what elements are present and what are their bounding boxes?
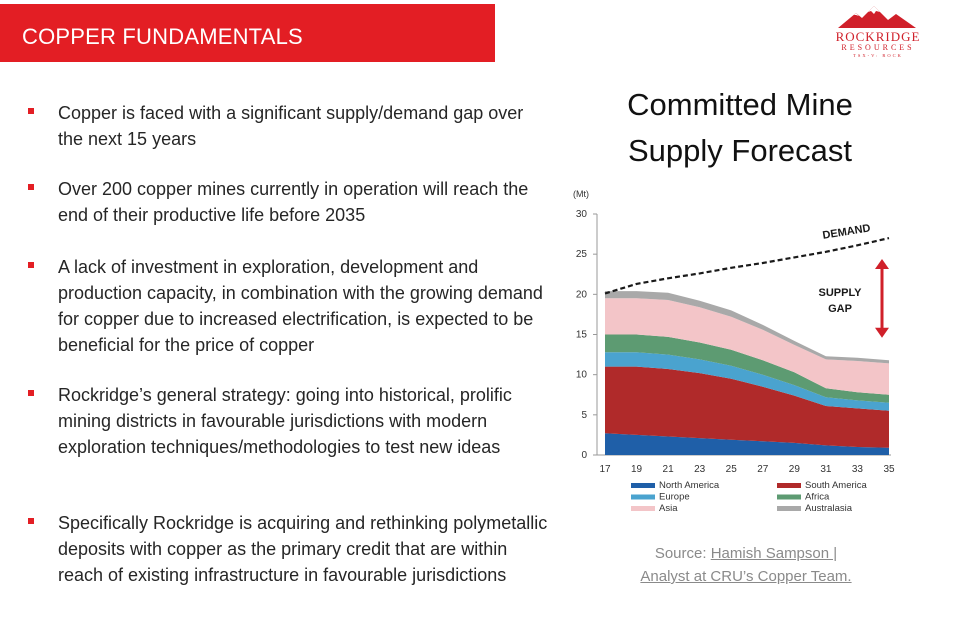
mountain-logo-icon <box>838 6 916 28</box>
bullet-text: Rockridge’s general strategy: going into… <box>58 385 512 457</box>
legend-label: North America <box>659 480 720 491</box>
area-asia <box>605 298 889 395</box>
legend-label: Africa <box>805 492 830 503</box>
legend-swatch <box>631 494 655 500</box>
x-tick-label: 19 <box>631 464 643 475</box>
header-bar: COPPER FUNDAMENTALS <box>0 4 495 62</box>
rockridge-logo: ROCKRIDGE RESOURCES TSX-V: ROCK <box>818 4 938 60</box>
legend-swatch <box>631 506 655 511</box>
legend-label: Asia <box>659 503 678 514</box>
y-tick-label: 25 <box>576 249 588 260</box>
supply-gap-arrow-up-icon <box>875 258 889 269</box>
bullet-text: Specifically Rockridge is acquiring and … <box>58 513 548 585</box>
bullet-square-icon <box>28 108 34 114</box>
legend-swatch <box>631 483 655 488</box>
logo-subtitle: RESOURCES <box>841 43 915 52</box>
x-tick-label: 29 <box>789 464 801 475</box>
area-africa <box>605 334 889 403</box>
demand-line <box>604 237 890 295</box>
source-link-team[interactable]: Analyst at CRU’s Copper Team. <box>640 568 852 585</box>
y-tick-label: 10 <box>576 370 588 381</box>
supply-forecast-chart: (Mt) 0 5 10 15 20 25 30 17 19 21 23 25 27 29 31 33 35 DEMA… <box>573 189 895 514</box>
supply-gap-arrow-down-icon <box>875 327 889 338</box>
legend-swatch <box>777 506 801 511</box>
x-tick-label: 27 <box>757 464 769 475</box>
x-tick-label: 21 <box>663 464 675 475</box>
area-south-america <box>605 366 889 448</box>
supply-gap-label: SUPPLY <box>818 287 862 299</box>
page-title: COPPER FUNDAMENTALS <box>22 24 303 49</box>
bullet-square-icon <box>28 518 34 524</box>
area-europe <box>605 352 889 411</box>
supply-gap-label: GAP <box>828 303 852 315</box>
x-tick-label: 17 <box>599 464 611 475</box>
x-tick-label: 33 <box>852 464 864 475</box>
x-tick-label: 35 <box>883 464 895 475</box>
bullet-text: Copper is faced with a significant suppl… <box>58 103 524 149</box>
legend-label: South America <box>805 480 867 491</box>
legend-label: Europe <box>659 492 690 503</box>
bullet-square-icon <box>28 390 34 396</box>
y-tick-label: 20 <box>576 289 588 300</box>
x-tick-label: 25 <box>726 464 738 475</box>
x-tick-label: 31 <box>820 464 832 475</box>
logo-ticker: TSX-V: ROCK <box>853 53 903 58</box>
y-tick-label: 5 <box>581 410 587 421</box>
y-tick-label: 0 <box>581 450 587 461</box>
legend-swatch <box>777 494 801 500</box>
y-tick-label: 15 <box>576 330 588 341</box>
legend-label: Australasia <box>805 503 853 514</box>
source-note: Source: Hamish Sampson | Analyst at CRU’… <box>596 542 896 588</box>
demand-label: DEMAND <box>822 222 872 241</box>
source-prefix: Source: <box>654 545 711 562</box>
bullet-square-icon <box>28 262 34 268</box>
source-link-author[interactable]: Hamish Sampson | <box>710 545 838 562</box>
logo-name: ROCKRIDGE <box>835 29 921 44</box>
bullet-text: A lack of investment in exploration, dev… <box>58 257 543 355</box>
bullet-text: Over 200 copper mines currently in opera… <box>58 179 529 225</box>
y-tick-label: 30 <box>576 209 588 220</box>
x-tick-label: 23 <box>694 464 706 475</box>
bullet-square-icon <box>28 184 34 190</box>
area-north-america <box>605 433 889 455</box>
y-axis-label: (Mt) <box>573 189 589 199</box>
legend-swatch <box>777 483 801 488</box>
chart-title: Committed Mine Supply Forecast <box>627 87 853 168</box>
